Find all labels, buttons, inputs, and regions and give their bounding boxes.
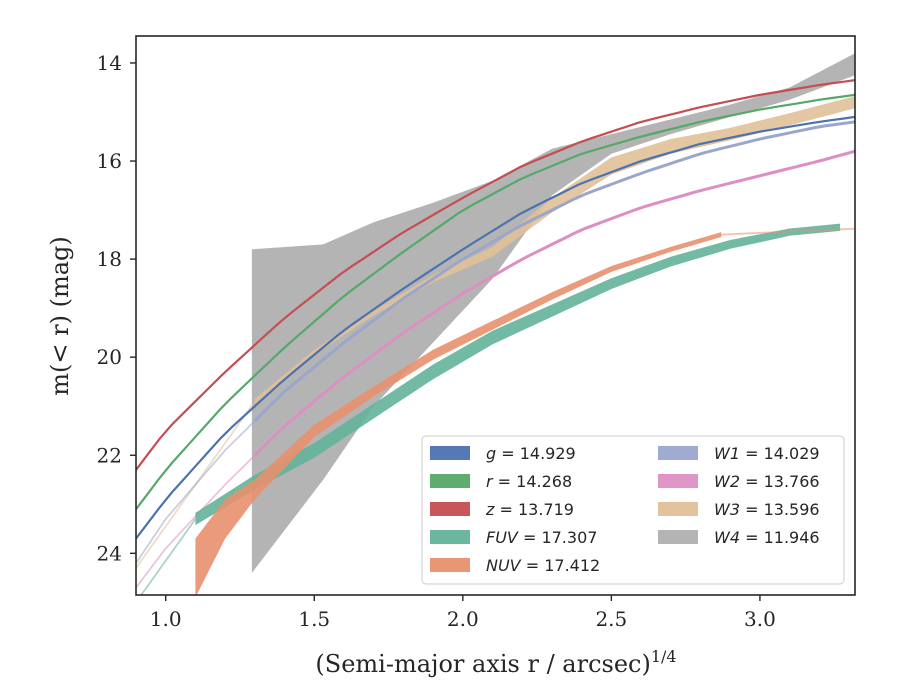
plot-area bbox=[136, 53, 855, 595]
series-fuv bbox=[140, 223, 841, 595]
y-axis-title: m(< r) (mag) bbox=[46, 236, 74, 395]
x-tick-label: 2.5 bbox=[595, 607, 627, 631]
legend-label: r = 14.268 bbox=[486, 472, 572, 491]
legend-swatch bbox=[658, 474, 698, 488]
x-axis-title: (Semi-major axis r / arcsec)1/4 bbox=[315, 647, 676, 678]
y-tick-label: 20 bbox=[97, 345, 122, 369]
legend-label: W2 = 13.766 bbox=[714, 472, 820, 491]
legend-label: FUV = 17.307 bbox=[486, 528, 597, 547]
legend-item-r: r = 14.268 bbox=[430, 472, 572, 491]
legend-item-g: g = 14.929 bbox=[430, 444, 576, 463]
x-tick-label: 2.0 bbox=[447, 607, 479, 631]
series-r bbox=[136, 93, 855, 510]
y-axis: 14 16 18 20 22 24 bbox=[97, 51, 136, 565]
legend-label: z = 13.719 bbox=[485, 500, 574, 519]
legend-item-nuv: NUV = 17.412 bbox=[430, 556, 600, 575]
legend: g = 14.929 r = 14.268 z = 13.719 FUV = 17.3… bbox=[421, 435, 845, 585]
legend-item-w3: W3 = 13.596 bbox=[658, 500, 820, 519]
y-tick-label: 18 bbox=[97, 247, 122, 271]
plot-frame bbox=[135, 35, 856, 596]
legend-label: W3 = 13.596 bbox=[714, 500, 820, 519]
legend-label: W1 = 14.029 bbox=[714, 444, 820, 463]
x-tick-label: 3.0 bbox=[744, 607, 776, 631]
legend-item-w4: W4 = 11.946 bbox=[658, 528, 820, 547]
x-tick-label: 1.0 bbox=[150, 607, 182, 631]
legend-swatch bbox=[658, 446, 698, 460]
line-w1 bbox=[253, 120, 855, 422]
line-g bbox=[136, 115, 855, 540]
legend-label: W4 = 11.946 bbox=[714, 528, 820, 547]
y-tick-label: 14 bbox=[97, 51, 122, 75]
series-w1 bbox=[136, 120, 855, 564]
legend-item-w1: W1 = 14.029 bbox=[658, 444, 820, 463]
line-z bbox=[136, 79, 855, 471]
legend-label: g = 14.929 bbox=[486, 444, 576, 463]
legend-swatch bbox=[430, 558, 470, 572]
x-tick-label: 1.5 bbox=[298, 607, 330, 631]
faint-line-w1 bbox=[136, 420, 256, 564]
legend-swatch bbox=[430, 446, 470, 460]
legend-label: NUV = 17.412 bbox=[486, 556, 600, 575]
x-axis: 1.0 1.5 2.0 2.5 3.0 bbox=[150, 595, 776, 631]
series-z bbox=[136, 79, 855, 471]
y-tick-label: 22 bbox=[97, 443, 122, 467]
legend-item-z: z = 13.719 bbox=[430, 500, 574, 519]
legend-item-fuv: FUV = 17.307 bbox=[430, 528, 597, 547]
line-r bbox=[136, 93, 855, 510]
series-nuv bbox=[195, 227, 855, 595]
faint-line-nuv bbox=[721, 227, 855, 236]
legend-swatch bbox=[430, 474, 470, 488]
legend-swatch bbox=[658, 530, 698, 544]
faint-line-fuv bbox=[140, 518, 197, 595]
legend-swatch bbox=[658, 502, 698, 516]
line-w2 bbox=[253, 149, 855, 457]
y-tick-label: 16 bbox=[97, 149, 122, 173]
legend-box bbox=[421, 435, 845, 585]
series-g bbox=[136, 115, 855, 540]
legend-item-w2: W2 = 13.766 bbox=[658, 472, 820, 491]
legend-swatch bbox=[430, 502, 470, 516]
legend-swatch bbox=[430, 530, 470, 544]
y-tick-label: 24 bbox=[97, 541, 122, 565]
